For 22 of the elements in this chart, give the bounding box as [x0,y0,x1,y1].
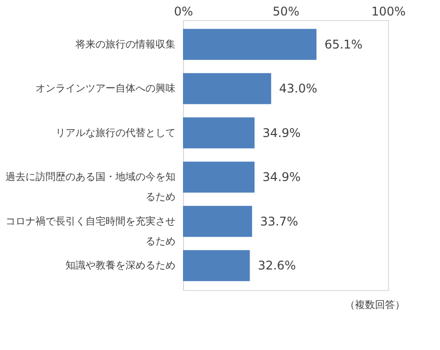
bar [183,162,255,193]
bar [183,73,272,104]
data-label: 65.1% [324,37,363,52]
y-tick-label: 将来の旅行の情報収集 [74,38,176,50]
y-tick-label: オンラインツアー自体への興味 [36,82,176,95]
text: （複数回答） [345,299,406,311]
data-label: 34.9% [262,126,301,140]
y-tick-label: 知識や教養を深めるため [66,260,176,272]
x-tick-label: 50% [272,4,300,18]
data-label: 34.9% [262,170,301,184]
bar [183,250,250,282]
data-label: 33.7% [260,214,298,228]
y-tick-label: 過去に訪問歴のある国・地域の今を知るため [6,171,176,204]
bar [183,28,316,60]
y-tick-label: リアルな旅行の代替として [56,126,176,139]
data-label: 32.6% [258,258,296,273]
data-label: 43.0% [279,82,318,96]
x-tick-label: 100% [371,4,406,18]
bar [183,117,255,148]
y-tick-label: コロナ禍で長引く自宅時間を充実させるため [6,215,176,248]
bar [183,206,252,237]
x-tick-label: 0% [174,4,194,18]
